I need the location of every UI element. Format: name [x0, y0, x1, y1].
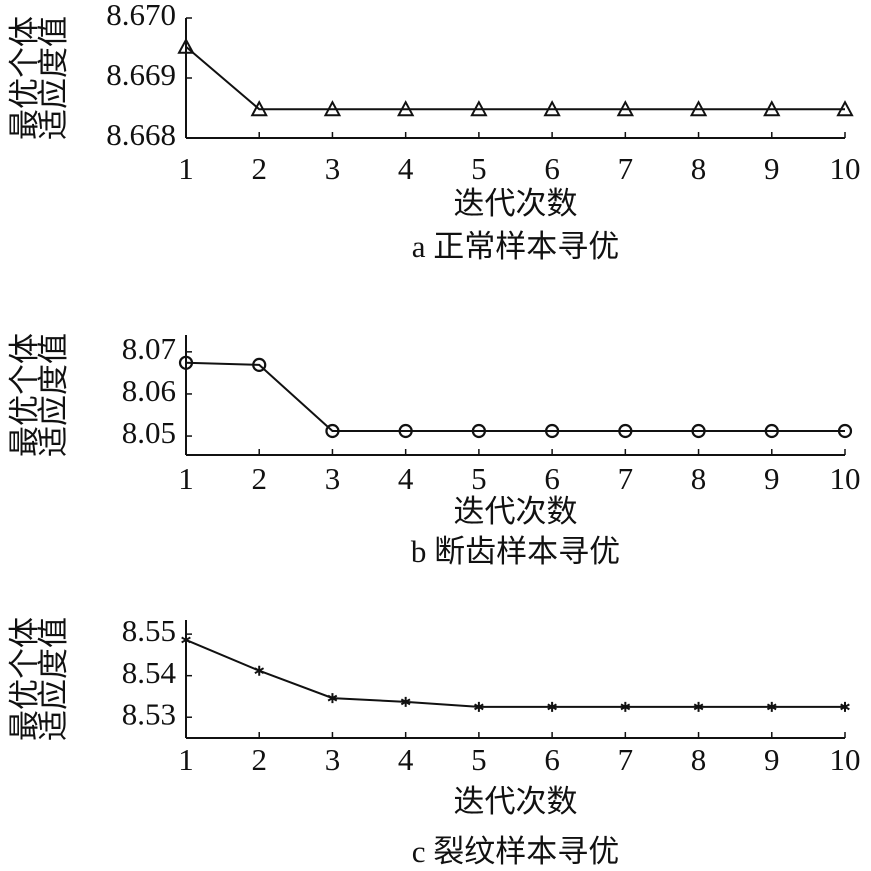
point	[181, 634, 191, 645]
y-tick-label: 8.55	[122, 613, 176, 648]
x-tick-label: 2	[251, 151, 267, 186]
x-tick-label: 4	[398, 151, 414, 186]
x-tick-label: 7	[618, 151, 634, 186]
x-tick-label: 5	[471, 151, 487, 186]
point	[323, 100, 342, 117]
x-tick-label: 9	[764, 461, 780, 496]
point	[470, 100, 488, 117]
point	[764, 423, 779, 439]
caption: a 正常样本寻优	[412, 229, 620, 264]
x-tick-label: 9	[764, 151, 780, 186]
caption: c 裂纹样本寻优	[412, 834, 620, 869]
x-tick-label: 2	[251, 461, 267, 496]
y-tick-label: 8.54	[122, 655, 177, 690]
y-axis-label: 适应度值	[36, 617, 71, 741]
y-tick-label: 8.06	[122, 373, 176, 408]
x-tick-label: 8	[691, 151, 707, 186]
y-tick-label: 8.669	[106, 57, 176, 92]
x-tick-label: 9	[764, 742, 780, 777]
point	[400, 696, 411, 707]
y-axis-label: 适应度值	[36, 333, 71, 457]
x-axis-label: 迭代次数	[454, 186, 578, 221]
x-tick-label: 6	[544, 461, 560, 496]
point	[398, 423, 413, 439]
x-tick-label: 7	[618, 742, 634, 777]
point	[620, 701, 631, 712]
x-tick-label: 3	[325, 461, 341, 496]
point	[836, 100, 854, 117]
line	[185, 361, 845, 432]
x-axis-label: 迭代次数	[454, 494, 578, 529]
y-tick-label: 8.07	[122, 331, 176, 366]
x-tick-label: 5	[471, 742, 487, 777]
point	[543, 100, 561, 117]
y-axis-label: 适应度值	[36, 16, 71, 140]
point	[693, 701, 704, 712]
x-tick-label: 8	[691, 461, 707, 496]
x-tick-label: 5	[471, 461, 487, 496]
x-tick-label: 4	[398, 461, 414, 496]
point	[691, 423, 706, 439]
y-tick-label: 8.668	[106, 117, 176, 152]
y-tick-label: 8.53	[122, 696, 176, 731]
point	[840, 701, 850, 712]
x-tick-label: 3	[325, 151, 341, 186]
y-tick-label: 8.670	[106, 0, 176, 32]
point	[766, 701, 777, 712]
point	[689, 100, 708, 117]
x-tick-label: 1	[178, 151, 194, 186]
point	[474, 701, 484, 712]
x-tick-label: 1	[178, 742, 194, 777]
point	[396, 100, 415, 117]
line	[185, 46, 845, 111]
x-tick-label: 1	[178, 461, 194, 496]
point	[616, 100, 635, 117]
x-tick-label: 10	[830, 461, 861, 496]
x-tick-label: 7	[618, 461, 634, 496]
x-axis-label: 迭代次数	[454, 784, 578, 819]
point	[545, 423, 560, 439]
point	[252, 357, 267, 372]
point	[471, 423, 486, 439]
point	[327, 693, 338, 704]
y-axis-label: 最优个体	[7, 16, 42, 140]
x-tick-label: 3	[325, 742, 341, 777]
x-tick-label: 2	[251, 742, 267, 777]
point	[325, 423, 340, 439]
point	[177, 37, 195, 54]
x-tick-label: 6	[544, 151, 560, 186]
point	[837, 423, 853, 439]
point	[250, 100, 268, 117]
point	[178, 355, 194, 370]
x-tick-label: 8	[691, 742, 707, 777]
x-tick-label: 10	[830, 742, 861, 777]
y-axis-label: 最优个体	[7, 333, 42, 457]
caption: b 断齿样本寻优	[411, 534, 620, 569]
point	[254, 665, 265, 676]
line	[185, 639, 845, 708]
x-tick-label: 10	[830, 151, 861, 186]
y-axis-label: 最优个体	[7, 617, 42, 741]
point	[763, 100, 781, 117]
point	[547, 701, 557, 712]
y-tick-label: 8.05	[122, 415, 176, 450]
x-tick-label: 6	[544, 742, 560, 777]
point	[618, 423, 633, 439]
x-tick-label: 4	[398, 742, 414, 777]
